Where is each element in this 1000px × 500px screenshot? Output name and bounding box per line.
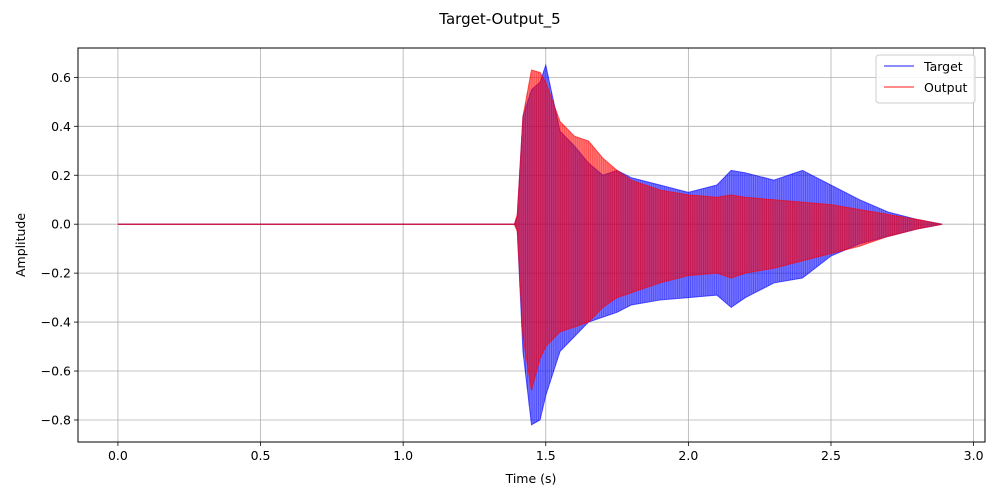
y-tick-label: −0.2 <box>41 266 71 281</box>
x-tick-label: 2.0 <box>678 448 698 463</box>
legend-box <box>875 54 976 104</box>
plot-frame <box>77 47 986 443</box>
y-tick-label: 0.4 <box>51 119 71 134</box>
x-tick-label: 1.0 <box>393 448 413 463</box>
x-tick-label: 3.0 <box>964 448 984 463</box>
x-axis-label: Time (s) <box>505 471 557 486</box>
x-tick-label: 0.5 <box>251 448 271 463</box>
x-tick-label: 1.5 <box>536 448 556 463</box>
x-tick-label: 0.0 <box>108 448 128 463</box>
x-tick-label: 2.5 <box>821 448 841 463</box>
legend-label-target: Target <box>923 59 963 74</box>
legend-label-output: Output <box>924 80 968 95</box>
series-output-waveform <box>515 70 942 388</box>
chart-title: Target-Output_5 <box>438 10 560 29</box>
y-tick-label: −0.4 <box>41 315 71 330</box>
legend: Target Output <box>875 54 976 104</box>
plot-series <box>117 63 943 426</box>
y-axis-label: Amplitude <box>13 213 28 277</box>
y-tick-label: 0.0 <box>51 217 71 232</box>
y-tick-label: 0.2 <box>51 168 71 183</box>
axis-ticks: 0.0 0.5 1.0 1.5 2.0 2.5 3.0 −0.8 −0.6 −0.4 −0.2 0.0… <box>41 70 984 463</box>
y-tick-label: −0.8 <box>41 412 71 427</box>
y-tick-label: −0.6 <box>41 364 71 379</box>
y-tick-label: 0.6 <box>51 70 71 85</box>
series-output-envelope <box>117 69 943 391</box>
